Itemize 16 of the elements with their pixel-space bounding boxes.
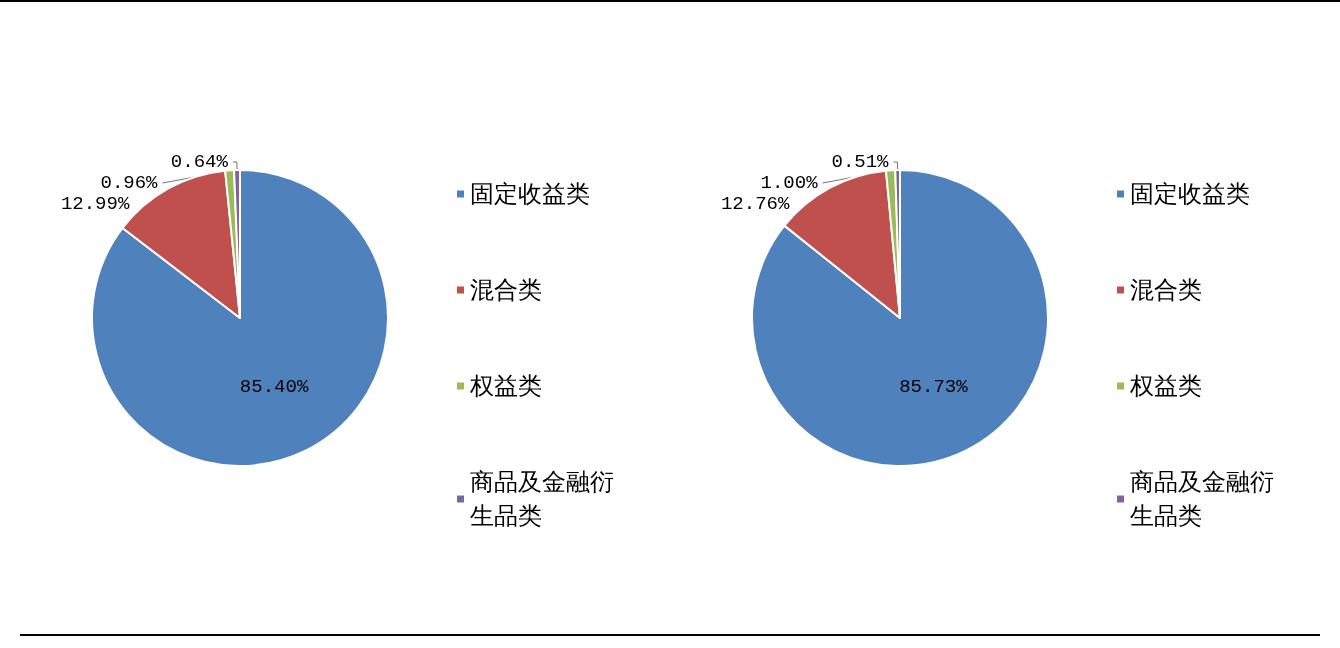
data-label: 0.51%	[831, 151, 890, 174]
data-label: 0.64%	[170, 151, 229, 174]
legend-label: 混合类	[470, 276, 542, 304]
legend-label: 权益类	[1129, 372, 1202, 400]
data-label: 1.00%	[760, 172, 819, 195]
legend-label: 商品及金融衍生品类	[1130, 468, 1274, 530]
legend-label: 固定收益类	[470, 180, 590, 208]
data-label: 12.76%	[720, 193, 790, 216]
data-label: 0.96%	[100, 172, 159, 195]
legend-label: 商品及金融衍生品类	[470, 468, 614, 530]
data-label: 85.40%	[239, 376, 309, 399]
data-label: 85.73%	[899, 376, 969, 399]
legend-label: 权益类	[469, 372, 542, 400]
legend-label: 固定收益类	[1130, 180, 1250, 208]
legend-label: 混合类	[1130, 276, 1202, 304]
data-label: 12.99%	[60, 193, 130, 216]
